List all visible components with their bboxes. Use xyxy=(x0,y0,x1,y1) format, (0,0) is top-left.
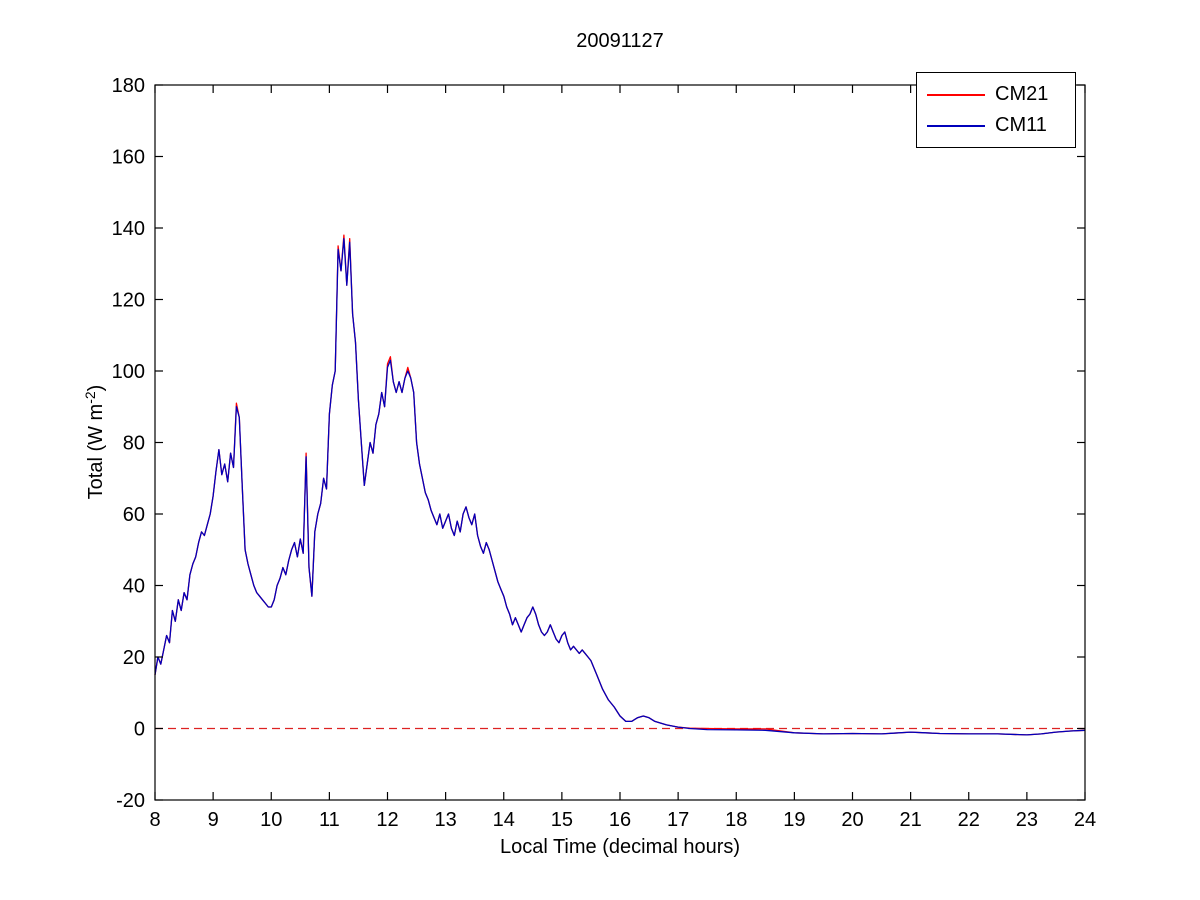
y-tick-label: 100 xyxy=(112,361,145,383)
x-tick-label: 23 xyxy=(1016,809,1038,831)
series-line-cm11 xyxy=(154,238,1086,736)
x-tick-label: 16 xyxy=(609,809,631,831)
y-tick-label: 180 xyxy=(112,75,145,97)
x-tick-label: 13 xyxy=(435,809,457,831)
legend-box: CM21 CM11 xyxy=(916,72,1076,148)
x-tick-label: 17 xyxy=(667,809,689,831)
x-tick-label: 15 xyxy=(551,809,573,831)
y-axis-label-superscript: -2 xyxy=(82,391,98,404)
x-tick-label: 21 xyxy=(900,809,922,831)
y-tick-label: 20 xyxy=(123,647,145,669)
x-tick-label: 12 xyxy=(376,809,398,831)
x-tick-label: 11 xyxy=(319,809,340,831)
y-tick-label: 120 xyxy=(112,290,145,312)
legend-entry-cm21: CM21 xyxy=(917,79,1075,110)
axes-box xyxy=(154,84,1086,801)
series-line-cm21 xyxy=(154,234,1086,736)
x-tick-label: 24 xyxy=(1074,809,1096,831)
cm11-legend-label: CM11 xyxy=(995,114,1047,136)
cm21-legend-label: CM21 xyxy=(995,83,1049,105)
y-tick-label: 40 xyxy=(123,576,145,598)
y-tick-label: 140 xyxy=(112,218,145,240)
y-axis-label-suffix: ) xyxy=(85,384,107,392)
y-tick-label: -20 xyxy=(116,790,145,812)
x-tick-label: 18 xyxy=(725,809,747,831)
x-tick-label: 9 xyxy=(208,809,219,831)
y-tick-label: 80 xyxy=(123,433,145,455)
x-tick-label: 10 xyxy=(260,809,282,831)
y-tick-label: 160 xyxy=(112,147,145,169)
cm21-line-sample xyxy=(927,93,985,96)
x-tick-label: 8 xyxy=(149,809,160,831)
y-axis-label: Total (W m-2) xyxy=(82,385,108,500)
x-tick-label: 14 xyxy=(493,809,515,831)
x-tick-label: 19 xyxy=(783,809,805,831)
x-axis-label: Local Time (decimal hours) xyxy=(499,836,741,858)
y-axis-label-text: Total (W m xyxy=(85,403,107,500)
y-tick-label: 0 xyxy=(134,719,145,741)
chart-title: 20091127 xyxy=(576,30,664,52)
x-tick-label: 22 xyxy=(958,809,980,831)
y-tick-label: 60 xyxy=(123,504,145,526)
x-tick-label: 20 xyxy=(841,809,863,831)
cm11-line-sample xyxy=(927,124,985,127)
legend-entry-cm11: CM11 xyxy=(917,110,1075,141)
